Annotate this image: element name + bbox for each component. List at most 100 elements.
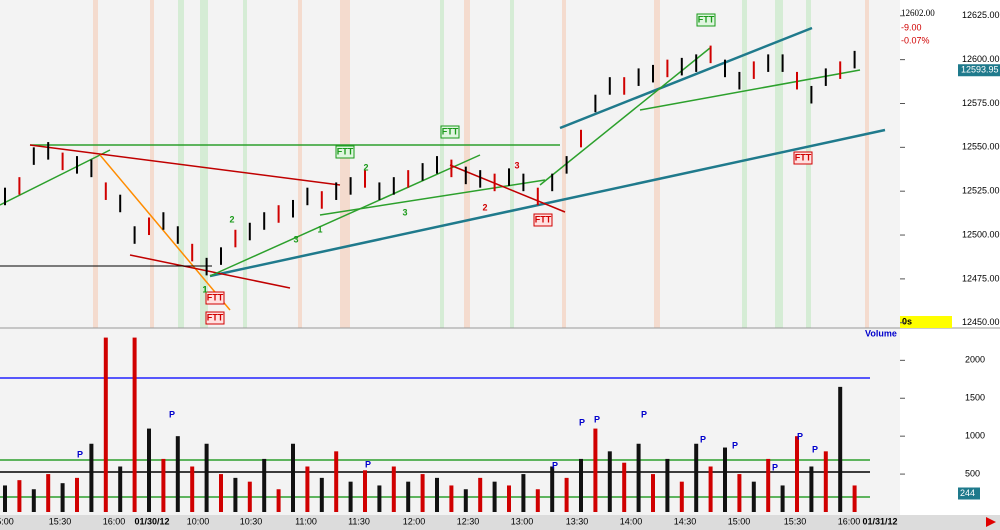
- volume-bar: [478, 477, 483, 512]
- volume-bar: [60, 483, 65, 512]
- x-tick-label: 01/31/12: [862, 516, 897, 526]
- volume-bar: [838, 386, 843, 512]
- volume-bar: [420, 474, 425, 512]
- current-volume: 244: [960, 488, 975, 498]
- volume-bar: [795, 436, 799, 512]
- x-tick-label: 10:00: [187, 516, 210, 526]
- volume-bar: [161, 458, 166, 512]
- x-tick-label: 14:00: [620, 516, 643, 526]
- annotation: 1: [202, 284, 207, 294]
- volume-bar: [593, 428, 598, 512]
- volume-marker: P: [797, 431, 803, 441]
- y-tick-label: 12450.00: [962, 317, 1000, 327]
- volume-bar: [665, 458, 670, 512]
- volume-bar: [247, 481, 252, 512]
- volume-bar: [492, 481, 497, 512]
- y-tick-label: 1500: [965, 393, 985, 403]
- annotation: 3: [514, 160, 519, 170]
- timer: 0s: [902, 316, 912, 326]
- volume-bar: [103, 337, 108, 512]
- volume-bar: [809, 466, 814, 512]
- x-tick-label: 13:00: [511, 516, 534, 526]
- x-tick-label: 11:00: [295, 516, 317, 526]
- volume-bar: [723, 447, 727, 512]
- x-tick-label: 5:00: [0, 516, 14, 526]
- annotation: 2: [482, 202, 487, 212]
- volume-bar: [463, 489, 468, 512]
- x-tick-label: 16:00: [103, 516, 126, 526]
- volume-bar: [751, 481, 756, 512]
- volume-bar: [363, 470, 367, 512]
- y-tick-label: 12525.00: [962, 186, 1000, 196]
- x-tick-label: 14:30: [674, 516, 697, 526]
- y-tick-label: 500: [965, 468, 980, 478]
- volume-marker: P: [641, 409, 647, 419]
- volume-bar: [3, 485, 7, 512]
- current-price: 12593.95: [961, 65, 999, 75]
- x-tick-label: 10:30: [240, 516, 263, 526]
- volume-marker: P: [77, 449, 83, 459]
- volume-bar: [449, 485, 454, 512]
- annotation: 2: [363, 162, 368, 172]
- y-tick-label: 2000: [965, 355, 985, 365]
- volume-bar: [766, 458, 771, 512]
- x-tick-label: 11:30: [348, 516, 370, 526]
- ftt-box: [533, 213, 553, 227]
- volume-bar: [147, 428, 151, 512]
- volume-title: Volume: [865, 328, 897, 338]
- volume-marker: P: [552, 460, 558, 470]
- volume-bar: [305, 466, 310, 512]
- x-tick-label: 13:30: [566, 516, 589, 526]
- annotation: 1: [202, 284, 207, 294]
- volume-marker: P: [772, 462, 778, 472]
- session-bands: [93, 0, 869, 328]
- volume-bar: [31, 489, 36, 512]
- volume-bar: [823, 451, 828, 512]
- volume-bar: [46, 474, 51, 512]
- volume-marker: P: [732, 440, 738, 450]
- y-tick-label: 12575.00: [962, 98, 1000, 108]
- volume-bar: [348, 481, 353, 512]
- annotation: FTT: [535, 214, 552, 224]
- x-tick-label: 12:00: [403, 516, 426, 526]
- change-pct: -0.07%: [901, 35, 930, 45]
- volume-marker: P: [365, 459, 371, 469]
- volume-bar: [406, 481, 411, 512]
- y-tick-label: 1000: [965, 431, 985, 441]
- last-price: 12602.00: [901, 8, 935, 18]
- ftt-box: [335, 145, 355, 159]
- volume-bar: [521, 474, 526, 512]
- annotation: 1: [317, 224, 322, 234]
- volume-marker: P: [594, 414, 600, 424]
- volume-bar: [334, 451, 339, 512]
- volume-bar: [636, 443, 641, 512]
- x-tick-label: 16:00: [838, 516, 861, 526]
- volume-bar: [276, 489, 281, 512]
- y-tick-label: 12475.00: [962, 273, 1000, 283]
- volume-bar: [17, 480, 22, 512]
- x-tick-label: 12:30: [457, 516, 480, 526]
- volume-bar: [535, 489, 540, 512]
- annotation: FTT: [442, 126, 459, 136]
- volume-bar: [607, 451, 612, 512]
- volume-marker: P: [579, 417, 585, 427]
- volume-bar: [118, 466, 123, 512]
- x-tick-label: 15:30: [49, 516, 72, 526]
- volume-bar: [219, 474, 223, 512]
- volume-bar: [89, 443, 94, 512]
- annotation: FTT: [698, 14, 715, 24]
- axis-background: [900, 0, 1000, 515]
- volume-bar: [507, 485, 511, 512]
- volume-marker: P: [700, 434, 706, 444]
- timer-box: [900, 316, 952, 328]
- volume-marker: P: [169, 409, 175, 419]
- volume-bar: [737, 474, 742, 512]
- volume-bar: [204, 443, 209, 512]
- volume-marker: P: [812, 444, 818, 454]
- current-price-box: [958, 64, 1000, 77]
- y-tick-label: 12500.00: [962, 229, 1000, 239]
- x-tick-label: 15:30: [784, 516, 807, 526]
- scroll-arrow[interactable]: [968, 517, 996, 527]
- annotation: 3: [293, 234, 298, 244]
